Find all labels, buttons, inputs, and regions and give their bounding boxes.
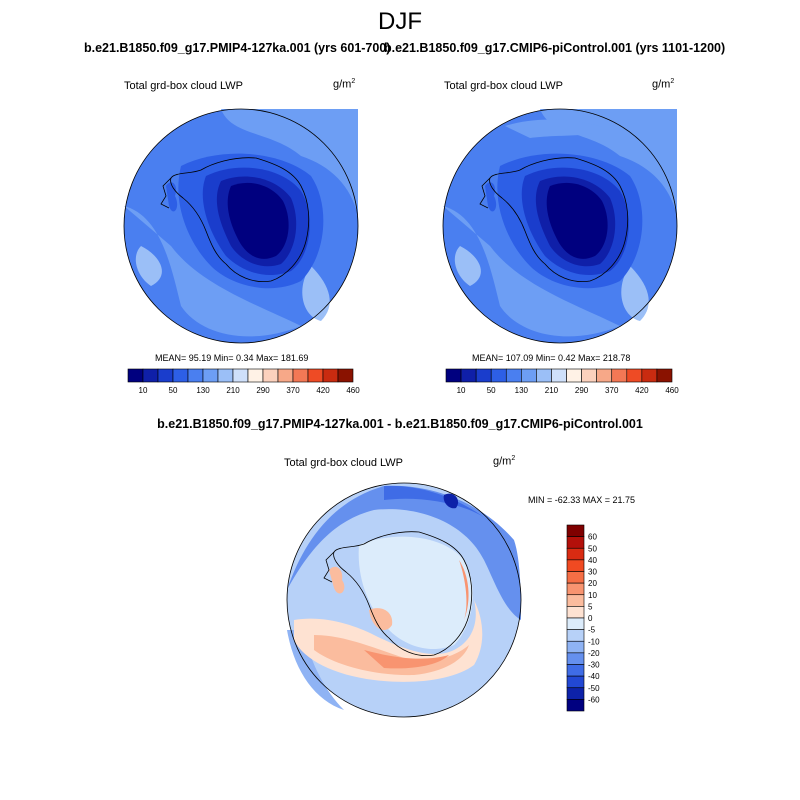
colorbar-diff-swatch <box>566 699 585 712</box>
colorbar-right: 10 50 130 210 290 370 420 460 <box>445 368 679 395</box>
colorbar-diff-swatch <box>566 652 585 665</box>
colorbar-diff-swatch <box>566 629 585 642</box>
colorbar-diff-tick-label: 5 <box>588 602 593 611</box>
colorbar-right-swatch <box>551 368 567 383</box>
map-right-cmip6 <box>442 108 678 344</box>
colorbar-left-swatch <box>172 368 189 383</box>
colorbar-left-swatch <box>202 368 219 383</box>
colorbar-right-swatch <box>490 368 507 383</box>
colorbar-right-tick-label: 130 <box>515 386 529 395</box>
colorbar-left-tick-label: 210 <box>226 386 240 395</box>
colorbar-left-tick-label: 420 <box>316 386 330 395</box>
colorbar-left-swatch <box>262 368 279 383</box>
colorbar-right-tick-label: 210 <box>545 386 559 395</box>
colorbar-left-swatch <box>127 368 144 383</box>
colorbar-left-swatch <box>247 368 264 383</box>
colorbar-diff-swatch <box>566 617 585 630</box>
colorbar-right-swatch <box>566 368 582 383</box>
map-left-pmip4 <box>123 108 359 344</box>
colorbar-right-tick-label: 460 <box>665 386 679 395</box>
colorbar-diff-swatch <box>566 640 585 654</box>
difference-title: b.e21.B1850.f09_g17.PMIP4-127ka.001 - b.… <box>157 417 643 431</box>
colorbar-right-swatch <box>536 368 552 383</box>
colorbar-right-swatch <box>475 368 492 383</box>
stats-right: MEAN= 107.09 Min= 0.42 Max= 218.78 <box>472 353 631 363</box>
colorbar-diff-tick-label: -60 <box>588 695 600 704</box>
colorbar-right-swatch <box>505 368 522 383</box>
colorbar-diff-swatch <box>566 524 585 537</box>
colorbar-diff-tick-label: 30 <box>588 568 597 577</box>
colorbar-diff-swatch <box>566 606 585 619</box>
unit-label-left: g/m2 <box>333 78 356 91</box>
colorbar-right-swatch <box>581 368 597 383</box>
colorbar-left-swatch <box>157 368 174 383</box>
colorbar-left-swatch <box>217 368 234 383</box>
colorbar-left-swatch <box>277 368 294 383</box>
map-difference <box>286 482 522 718</box>
colorbar-right-tick-label: 10 <box>457 386 466 395</box>
colorbar-left-tick-label: 50 <box>169 386 178 395</box>
colorbar-right-swatch <box>521 368 537 383</box>
colorbar-left-tick-label: 290 <box>256 386 270 395</box>
colorbar-right-swatch <box>626 368 643 383</box>
panel-title-right: b.e21.B1850.f09_g17.CMIP6-piControl.001 … <box>384 41 726 55</box>
colorbar-diff-tick-label: -30 <box>588 661 600 670</box>
variable-label-diff: Total grd-box cloud LWP <box>284 457 404 469</box>
colorbar-left-swatch <box>232 368 249 383</box>
colorbar-left-tick-label: 460 <box>346 386 360 395</box>
colorbar-right-tick-label: 420 <box>635 386 649 395</box>
colorbar-left-swatch <box>337 368 354 383</box>
colorbar-diff-tick-label: -20 <box>588 649 600 658</box>
colorbar-left-swatch <box>307 368 324 383</box>
colorbar-right-swatch <box>641 368 658 383</box>
colorbar-diff-tick-label: 60 <box>588 533 597 542</box>
colorbar-diff-swatch <box>566 664 585 677</box>
colorbar-right-tick-label: 370 <box>605 386 619 395</box>
variable-label-left: Total grd-box cloud LWP <box>124 80 244 92</box>
colorbar-diff-swatch <box>566 571 585 584</box>
panel-title-left: b.e21.B1850.f09_g17.PMIP4-127ka.001 (yrs… <box>84 41 391 55</box>
colorbar-diff-tick-label: 20 <box>588 579 597 588</box>
colorbar-left-swatch <box>292 368 309 383</box>
colorbar-right-swatch <box>460 368 477 383</box>
colorbar-right-swatch <box>656 368 673 383</box>
colorbar-diff-tick-label: -40 <box>588 672 600 681</box>
unit-label-diff: g/m2 <box>493 455 516 468</box>
colorbar-left-swatch <box>142 368 159 383</box>
colorbar-right-swatch <box>596 368 613 383</box>
colorbar-left-swatch <box>322 368 339 383</box>
colorbar-left-swatch <box>187 368 204 383</box>
colorbar-left-tick-label: 10 <box>139 386 148 395</box>
colorbar-left-tick-label: 130 <box>196 386 210 395</box>
colorbar-diff-tick-label: -10 <box>588 637 600 646</box>
colorbar-diff-swatch <box>566 559 585 572</box>
colorbar-left: 10 50 130 210 290 370 420 460 <box>127 368 360 395</box>
colorbar-right-tick-label: 290 <box>575 386 589 395</box>
colorbar-left-tick-label: 370 <box>286 386 300 395</box>
colorbar-diff-swatch <box>566 675 585 689</box>
colorbar-diff-tick-label: -5 <box>588 626 596 635</box>
stats-left: MEAN= 95.19 Min= 0.34 Max= 181.69 <box>155 353 309 363</box>
colorbar-diff-swatch <box>566 687 585 700</box>
colorbar-diff-tick-label: 10 <box>588 591 597 600</box>
colorbar-diff-tick-label: 40 <box>588 556 597 565</box>
colorbar-right-tick-label: 50 <box>487 386 496 395</box>
colorbar-diff-swatch <box>566 582 585 596</box>
variable-label-right: Total grd-box cloud LWP <box>444 80 564 92</box>
colorbar-diff-swatch <box>566 536 585 549</box>
colorbar-diff-tick-label: -50 <box>588 684 600 693</box>
colorbar-right-swatch <box>611 368 628 383</box>
colorbar-diff-swatch <box>566 547 585 561</box>
colorbar-diff-tick-label: 0 <box>588 614 593 623</box>
stats-diff: MIN = -62.33 MAX = 21.75 <box>528 495 636 505</box>
colorbar-diff-tick-label: 50 <box>588 544 597 553</box>
colorbar-right-swatch <box>445 368 462 383</box>
colorbar-diff-swatch <box>566 594 585 607</box>
unit-label-right: g/m2 <box>652 78 675 91</box>
figure-title: DJF <box>378 8 422 35</box>
